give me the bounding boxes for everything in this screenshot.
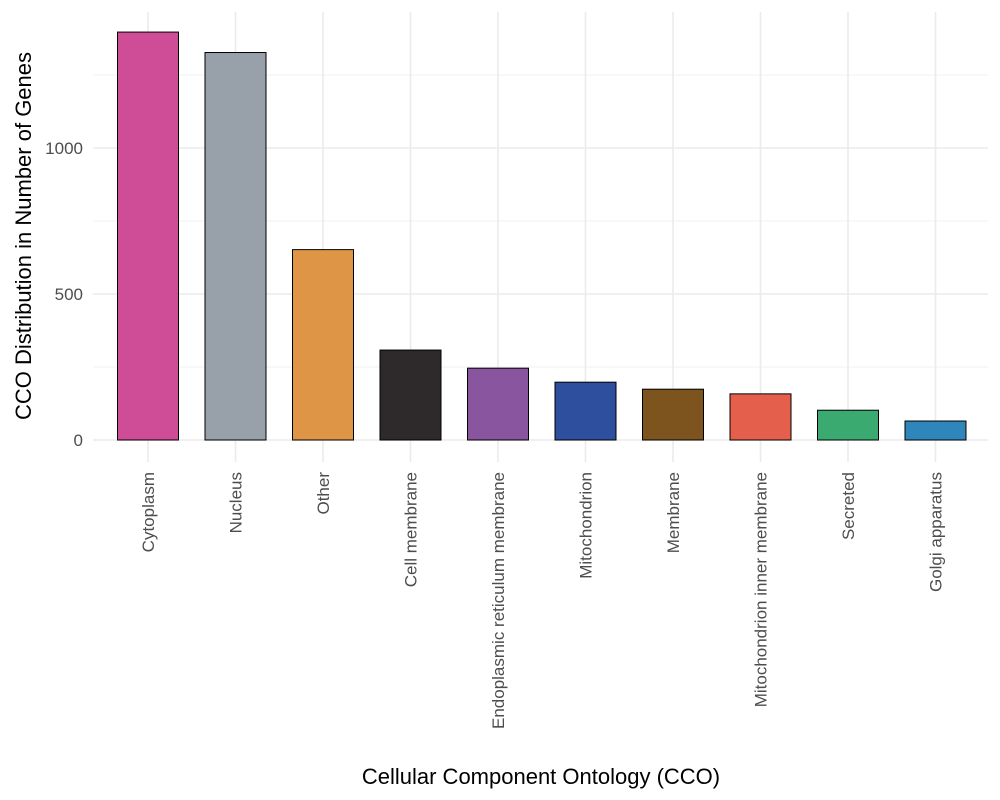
x-tick-label: Nucleus [227,472,246,533]
x-tick-label: Cytoplasm [139,472,158,552]
x-tick-label: Other [314,472,333,515]
x-tick-label: Secreted [839,472,858,540]
x-tick-label: Membrane [664,472,683,553]
bar [729,393,792,441]
x-tick-label: Mitochondrion inner membrane [752,472,771,707]
y-tick-label: 1000 [45,139,83,158]
x-tick-label: Mitochondrion [577,472,596,579]
x-tick-label: Cell membrane [402,472,421,587]
bar [117,31,179,441]
bar [292,249,354,441]
bar [642,388,704,441]
y-tick-label: 0 [74,431,83,450]
bar [554,381,617,441]
x-tick-labels: Cytoplasm Nucleus Other Cell membrane Endopl… [139,472,946,729]
y-tick-labels: 0 500 1000 [45,139,83,450]
bars [117,31,967,441]
y-axis-title: CCO Distribution in Number of Genes [11,52,36,420]
bar [379,349,442,441]
bar [204,52,267,441]
bar [817,409,879,441]
x-axis-title: Cellular Component Ontology (CCO) [362,764,720,789]
x-tick-label: Endoplasmic reticulum membrane [489,472,508,729]
bar [904,420,967,441]
bar [467,367,529,441]
x-tick-label: Golgi apparatus [927,472,946,592]
y-tick-label: 500 [55,285,83,304]
